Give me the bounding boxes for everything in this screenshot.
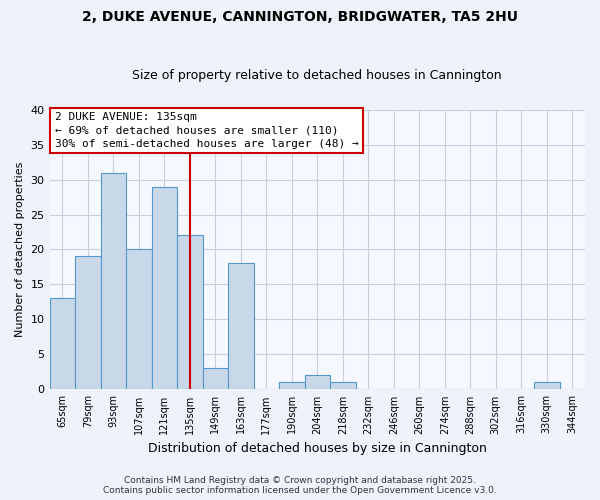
Bar	[330, 382, 356, 390]
Bar	[305, 376, 330, 390]
Text: 2 DUKE AVENUE: 135sqm
← 69% of detached houses are smaller (110)
30% of semi-det: 2 DUKE AVENUE: 135sqm ← 69% of detached …	[55, 112, 359, 149]
Text: Contains HM Land Registry data © Crown copyright and database right 2025.
Contai: Contains HM Land Registry data © Crown c…	[103, 476, 497, 495]
Bar	[152, 186, 177, 390]
Bar	[126, 250, 152, 390]
X-axis label: Distribution of detached houses by size in Cannington: Distribution of detached houses by size …	[148, 442, 487, 455]
Bar	[101, 172, 126, 390]
Bar	[228, 264, 254, 390]
Text: 2, DUKE AVENUE, CANNINGTON, BRIDGWATER, TA5 2HU: 2, DUKE AVENUE, CANNINGTON, BRIDGWATER, …	[82, 10, 518, 24]
Bar	[50, 298, 75, 390]
Bar	[279, 382, 305, 390]
Bar	[203, 368, 228, 390]
Title: Size of property relative to detached houses in Cannington: Size of property relative to detached ho…	[133, 69, 502, 82]
Bar	[177, 236, 203, 390]
Y-axis label: Number of detached properties: Number of detached properties	[15, 162, 25, 337]
Bar	[534, 382, 560, 390]
Bar	[75, 256, 101, 390]
